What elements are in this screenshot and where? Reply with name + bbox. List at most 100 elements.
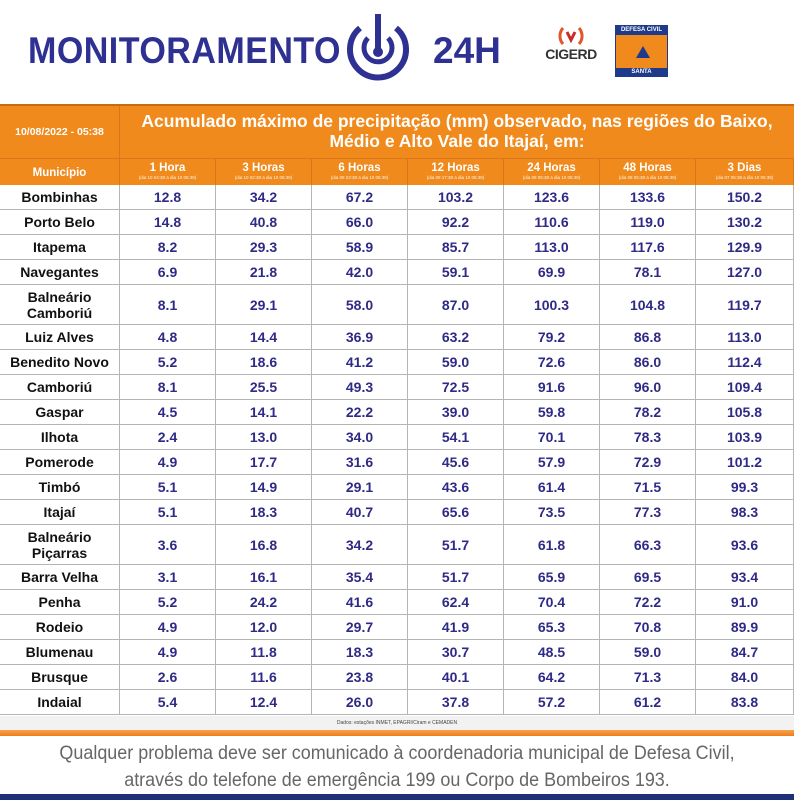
value-cell: 5.4 xyxy=(120,690,216,714)
value-cell: 40.7 xyxy=(312,500,408,524)
value-cell: 69.5 xyxy=(600,565,696,589)
value-cell: 150.2 xyxy=(696,185,794,209)
value-cell: 65.9 xyxy=(504,565,600,589)
municipio-cell: Luiz Alves xyxy=(0,325,120,349)
value-cell: 72.9 xyxy=(600,450,696,474)
column-range: (dia 07 05:38 a dia 10 05:38) xyxy=(715,175,774,180)
value-cell: 91.0 xyxy=(696,590,794,614)
column-header: 3 Horas (dia 10 02:38 a dia 10 05:38) xyxy=(216,158,312,187)
value-cell: 18.3 xyxy=(216,500,312,524)
value-cell: 84.7 xyxy=(696,640,794,664)
value-cell: 22.2 xyxy=(312,400,408,424)
value-cell: 24.2 xyxy=(216,590,312,614)
data-source: Dados: estações INMET, EPAGRI/Ciram e CE… xyxy=(0,716,794,730)
value-cell: 109.4 xyxy=(696,375,794,399)
defesa-civil-logo: DEFESA CIVIL SANTA CATARINA xyxy=(615,25,668,84)
column-label: 3 Horas xyxy=(242,162,285,174)
value-cell: 35.4 xyxy=(312,565,408,589)
table-row: Bombinhas 12.8 34.2 67.2 103.2 123.6 133.6 150.… xyxy=(0,185,794,210)
municipio-cell: Camboriú xyxy=(0,375,120,399)
table-row: Itajaí 5.1 18.3 40.7 65.6 73.5 77.3 98.3 xyxy=(0,500,794,525)
value-cell: 100.3 xyxy=(504,285,600,324)
column-label: 3 Dias xyxy=(727,162,762,174)
value-cell: 11.6 xyxy=(216,665,312,689)
value-cell: 14.9 xyxy=(216,475,312,499)
table-row: Timbó 5.1 14.9 29.1 43.6 61.4 71.5 99.3 xyxy=(0,475,794,500)
value-cell: 5.2 xyxy=(120,590,216,614)
municipio-cell: Barra Velha xyxy=(0,565,120,589)
value-cell: 71.5 xyxy=(600,475,696,499)
value-cell: 58.0 xyxy=(312,285,408,324)
value-cell: 18.3 xyxy=(312,640,408,664)
value-cell: 71.3 xyxy=(600,665,696,689)
municipio-cell: Balneário Piçarras xyxy=(0,525,120,564)
column-range: (dia 09 17:38 a dia 10 05:38) xyxy=(426,175,485,180)
value-cell: 84.0 xyxy=(696,665,794,689)
value-cell: 4.8 xyxy=(120,325,216,349)
municipio-cell: Itapema xyxy=(0,235,120,259)
value-cell: 78.3 xyxy=(600,425,696,449)
page-header: MONITORAMENTO 24H CIGERD DEFESA CIVIL SA… xyxy=(0,0,794,102)
table-row: Gaspar 4.5 14.1 22.2 39.0 59.8 78.2 105.8 xyxy=(0,400,794,425)
column-label: 6 Horas xyxy=(338,162,381,174)
value-cell: 57.2 xyxy=(504,690,600,714)
value-cell: 61.4 xyxy=(504,475,600,499)
municipio-cell: Indaial xyxy=(0,690,120,714)
bottom-bar xyxy=(0,794,794,800)
value-cell: 36.9 xyxy=(312,325,408,349)
value-cell: 40.8 xyxy=(216,210,312,234)
value-cell: 29.7 xyxy=(312,615,408,639)
value-cell: 4.9 xyxy=(120,640,216,664)
value-cell: 103.2 xyxy=(408,185,504,209)
value-cell: 86.0 xyxy=(600,350,696,374)
monitor-logo-icon xyxy=(347,14,409,81)
value-cell: 110.6 xyxy=(504,210,600,234)
value-cell: 21.8 xyxy=(216,260,312,284)
value-cell: 48.5 xyxy=(504,640,600,664)
value-cell: 59.8 xyxy=(504,400,600,424)
value-cell: 14.8 xyxy=(120,210,216,234)
column-header: 48 Horas (dia 08 05:38 a dia 10 05:38) xyxy=(600,158,696,187)
table-row: Luiz Alves 4.8 14.4 36.9 63.2 79.2 86.8 113.0 xyxy=(0,325,794,350)
column-header: 6 Horas (dia 09 23:38 a dia 10 05:38) xyxy=(312,158,408,187)
column-label: 1 Hora xyxy=(149,162,186,174)
value-cell: 89.9 xyxy=(696,615,794,639)
value-cell: 72.5 xyxy=(408,375,504,399)
value-cell: 29.1 xyxy=(216,285,312,324)
value-cell: 78.2 xyxy=(600,400,696,424)
table-row: Blumenau 4.9 11.8 18.3 30.7 48.5 59.0 84.7 xyxy=(0,640,794,665)
column-header: 3 Dias (dia 07 05:38 a dia 10 05:38) xyxy=(696,158,794,187)
value-cell: 119.7 xyxy=(696,285,794,324)
value-cell: 26.0 xyxy=(312,690,408,714)
value-cell: 5.1 xyxy=(120,475,216,499)
municipio-cell: Brusque xyxy=(0,665,120,689)
value-cell: 73.5 xyxy=(504,500,600,524)
value-cell: 104.8 xyxy=(600,285,696,324)
value-cell: 49.3 xyxy=(312,375,408,399)
value-cell: 11.8 xyxy=(216,640,312,664)
table-row: Indaial 5.4 12.4 26.0 37.8 57.2 61.2 83.8 xyxy=(0,690,794,715)
value-cell: 8.2 xyxy=(120,235,216,259)
table-row: Balneário Camboriú 8.1 29.1 58.0 87.0 100.3 10… xyxy=(0,285,794,325)
column-range: (dia 09 23:38 a dia 10 05:38) xyxy=(330,175,389,180)
value-cell: 8.1 xyxy=(120,285,216,324)
municipio-cell: Benedito Novo xyxy=(0,350,120,374)
table-row: Ilhota 2.4 13.0 34.0 54.1 70.1 78.3 103.9 xyxy=(0,425,794,450)
value-cell: 34.2 xyxy=(312,525,408,564)
value-cell: 85.7 xyxy=(408,235,504,259)
municipio-cell: Balneário Camboriú xyxy=(0,285,120,324)
value-cell: 69.9 xyxy=(504,260,600,284)
value-cell: 72.2 xyxy=(600,590,696,614)
column-label: 12 Horas xyxy=(431,162,480,174)
value-cell: 72.6 xyxy=(504,350,600,374)
value-cell: 8.1 xyxy=(120,375,216,399)
municipio-cell: Blumenau xyxy=(0,640,120,664)
value-cell: 92.2 xyxy=(408,210,504,234)
value-cell: 61.8 xyxy=(504,525,600,564)
value-cell: 4.9 xyxy=(120,615,216,639)
value-cell: 78.1 xyxy=(600,260,696,284)
value-cell: 86.8 xyxy=(600,325,696,349)
value-cell: 3.1 xyxy=(120,565,216,589)
municipio-cell: Penha xyxy=(0,590,120,614)
signal-icon xyxy=(558,27,584,45)
